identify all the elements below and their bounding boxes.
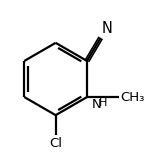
Text: H: H	[99, 98, 107, 108]
Text: Cl: Cl	[49, 137, 62, 150]
Text: CH₃: CH₃	[120, 91, 144, 104]
Text: N: N	[92, 98, 102, 111]
Text: N: N	[101, 21, 112, 36]
